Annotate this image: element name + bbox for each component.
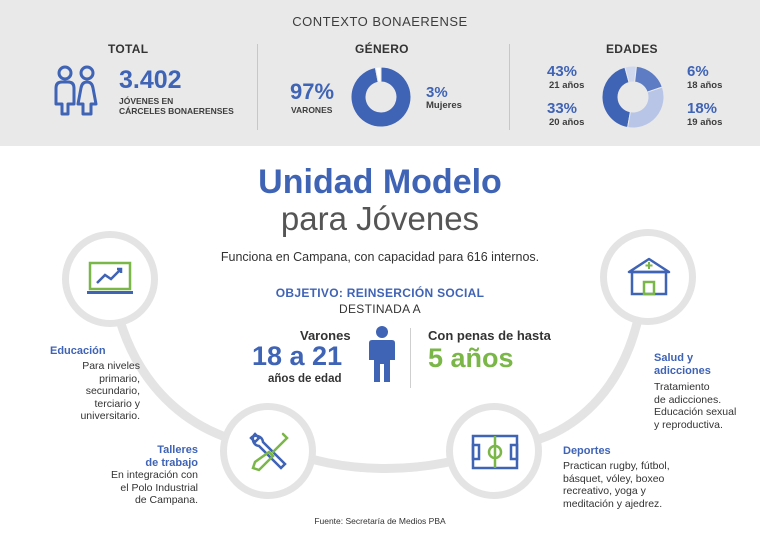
gender-slice-varones (350, 66, 412, 128)
age-18-label: 18 años (687, 80, 723, 91)
varones-label: Varones (300, 328, 351, 343)
age-slice-21-años (601, 66, 631, 129)
genero-heading: GÉNERO (355, 42, 409, 56)
edades-heading: EDADES (606, 42, 658, 56)
educacion-title: Educación (50, 345, 106, 357)
page-subtitle: para Jóvenes (280, 200, 480, 237)
gender-slice-mujeres (374, 66, 382, 83)
ages-donut-chart (601, 65, 665, 129)
objective: OBJETIVO: REINSERCIÓN SOCIAL (275, 286, 485, 300)
connector-arc (105, 265, 650, 473)
context-title: CONTEXTO BONAERENSE (292, 14, 468, 29)
deportes-text: Practican rugby, fútbol, básquet, vóley,… (563, 460, 670, 510)
sports-field-icon (471, 434, 519, 470)
gender-donut-chart (350, 66, 412, 128)
salud-circle (600, 229, 696, 325)
salud-title: Salud y adicciones (654, 352, 711, 377)
target-divider (410, 328, 411, 388)
tools-icon (249, 432, 289, 472)
description: Funciona en Campana, con capacidad para … (220, 250, 540, 264)
chart-monitor-icon (87, 261, 133, 294)
age-20-pct: 33% (547, 100, 578, 117)
source-note: Fuente: Secretaría de Medios PBA (314, 516, 446, 526)
talleres-circle (220, 403, 316, 499)
age-19-label: 19 años (687, 117, 723, 128)
divider (257, 44, 258, 130)
educacion-circle (62, 231, 158, 327)
deportes-title: Deportes (563, 445, 611, 457)
male-label: VARONES (291, 105, 333, 115)
talleres-title: Talleres de trabajo (145, 444, 198, 469)
total-caption-1: JÓVENES EN (119, 96, 174, 106)
page-title: Unidad Modelo (258, 163, 502, 201)
health-house-icon (627, 257, 671, 296)
female-label: Mujeres (426, 100, 462, 111)
age-19-pct: 18% (687, 100, 718, 117)
total-caption-2: CÁRCELES BONAERENSES (119, 106, 234, 116)
age-20-label: 20 años (549, 117, 585, 128)
age-slice-20-años (627, 86, 665, 129)
age-caption: años de edad (268, 373, 342, 385)
salud-text: Tratamiento de adicciones. Educación sex… (654, 381, 737, 431)
destined: DESTINADA A (339, 302, 421, 316)
person-icon (369, 326, 395, 382)
talleres-text: En integración con el Polo Industrial de… (111, 469, 198, 506)
total-value: 3.402 (119, 66, 182, 94)
female-pct: 3% (426, 84, 448, 101)
people-icon (54, 65, 98, 116)
male-pct: 97% (290, 79, 335, 104)
educacion-text: Para niveles primario, secundario, terci… (80, 360, 140, 422)
penalty-label: Con penas de hasta (428, 328, 551, 343)
deportes-circle (446, 403, 542, 499)
penalty-value: 5 años (428, 343, 514, 373)
age-range: 18 a 21 (252, 341, 343, 371)
age-21-label: 21 años (549, 80, 585, 91)
age-18-pct: 6% (687, 63, 709, 80)
divider (509, 44, 510, 130)
age-21-pct: 43% (547, 63, 578, 80)
total-heading: TOTAL (108, 42, 149, 56)
